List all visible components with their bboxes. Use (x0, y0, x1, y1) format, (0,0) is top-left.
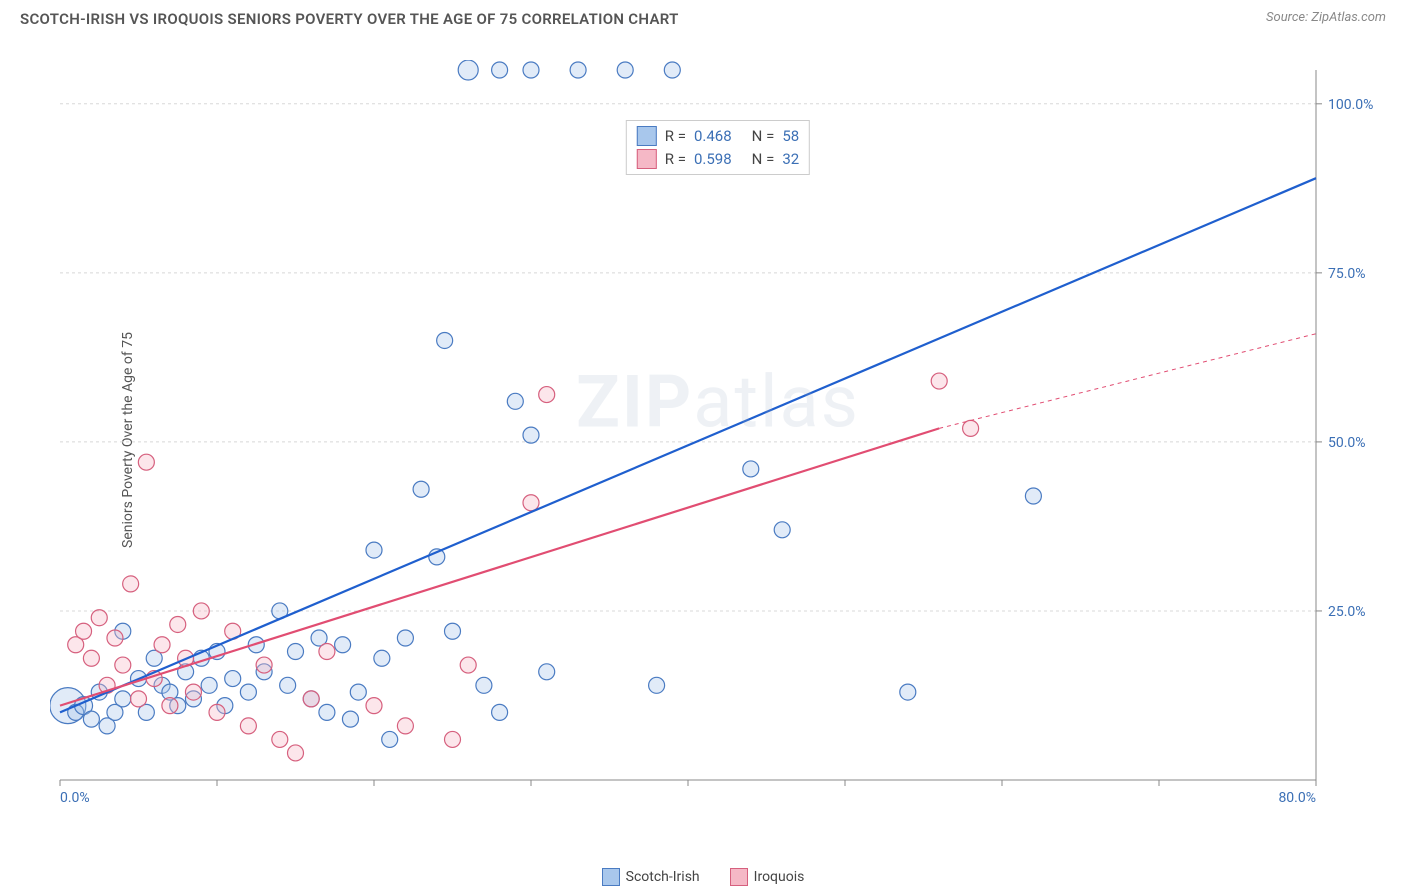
svg-text:50.0%: 50.0% (1328, 435, 1366, 451)
stats-swatch-icon (637, 126, 657, 146)
stats-r-label: R = (665, 148, 686, 171)
correlation-stats-box: R = 0.468 N = 58 R = 0.598 N = 32 (626, 120, 810, 175)
stats-n-label: N = (752, 125, 775, 148)
legend-label: Scotch-Irish (626, 869, 700, 885)
stats-n-label: N = (752, 148, 775, 171)
stats-swatch-icon (637, 149, 657, 169)
svg-text:0.0%: 0.0% (60, 790, 90, 806)
svg-text:75.0%: 75.0% (1328, 266, 1366, 282)
legend-item: Scotch-Irish (602, 868, 700, 886)
svg-text:80.0%: 80.0% (1278, 790, 1316, 806)
chart-title: SCOTCH-IRISH VS IROQUOIS SENIORS POVERTY… (20, 10, 679, 28)
bottom-legend: Scotch-Irish Iroquois (0, 868, 1406, 886)
stats-row-series-1: R = 0.598 N = 32 (637, 148, 799, 171)
legend-swatch-icon (602, 868, 620, 886)
stats-n-value: 32 (782, 148, 799, 171)
source-attribution: Source: ZipAtlas.com (1266, 10, 1386, 25)
stats-r-label: R = (665, 125, 686, 148)
stats-r-value: 0.598 (694, 148, 732, 171)
svg-text:100.0%: 100.0% (1328, 97, 1373, 113)
stats-row-series-0: R = 0.468 N = 58 (637, 125, 799, 148)
legend-label: Iroquois (754, 869, 805, 885)
stats-n-value: 58 (782, 125, 799, 148)
chart-container: Seniors Poverty Over the Age of 75 0.0%8… (50, 60, 1386, 820)
svg-text:25.0%: 25.0% (1328, 604, 1366, 620)
legend-item: Iroquois (730, 868, 805, 886)
stats-r-value: 0.468 (694, 125, 732, 148)
legend-swatch-icon (730, 868, 748, 886)
